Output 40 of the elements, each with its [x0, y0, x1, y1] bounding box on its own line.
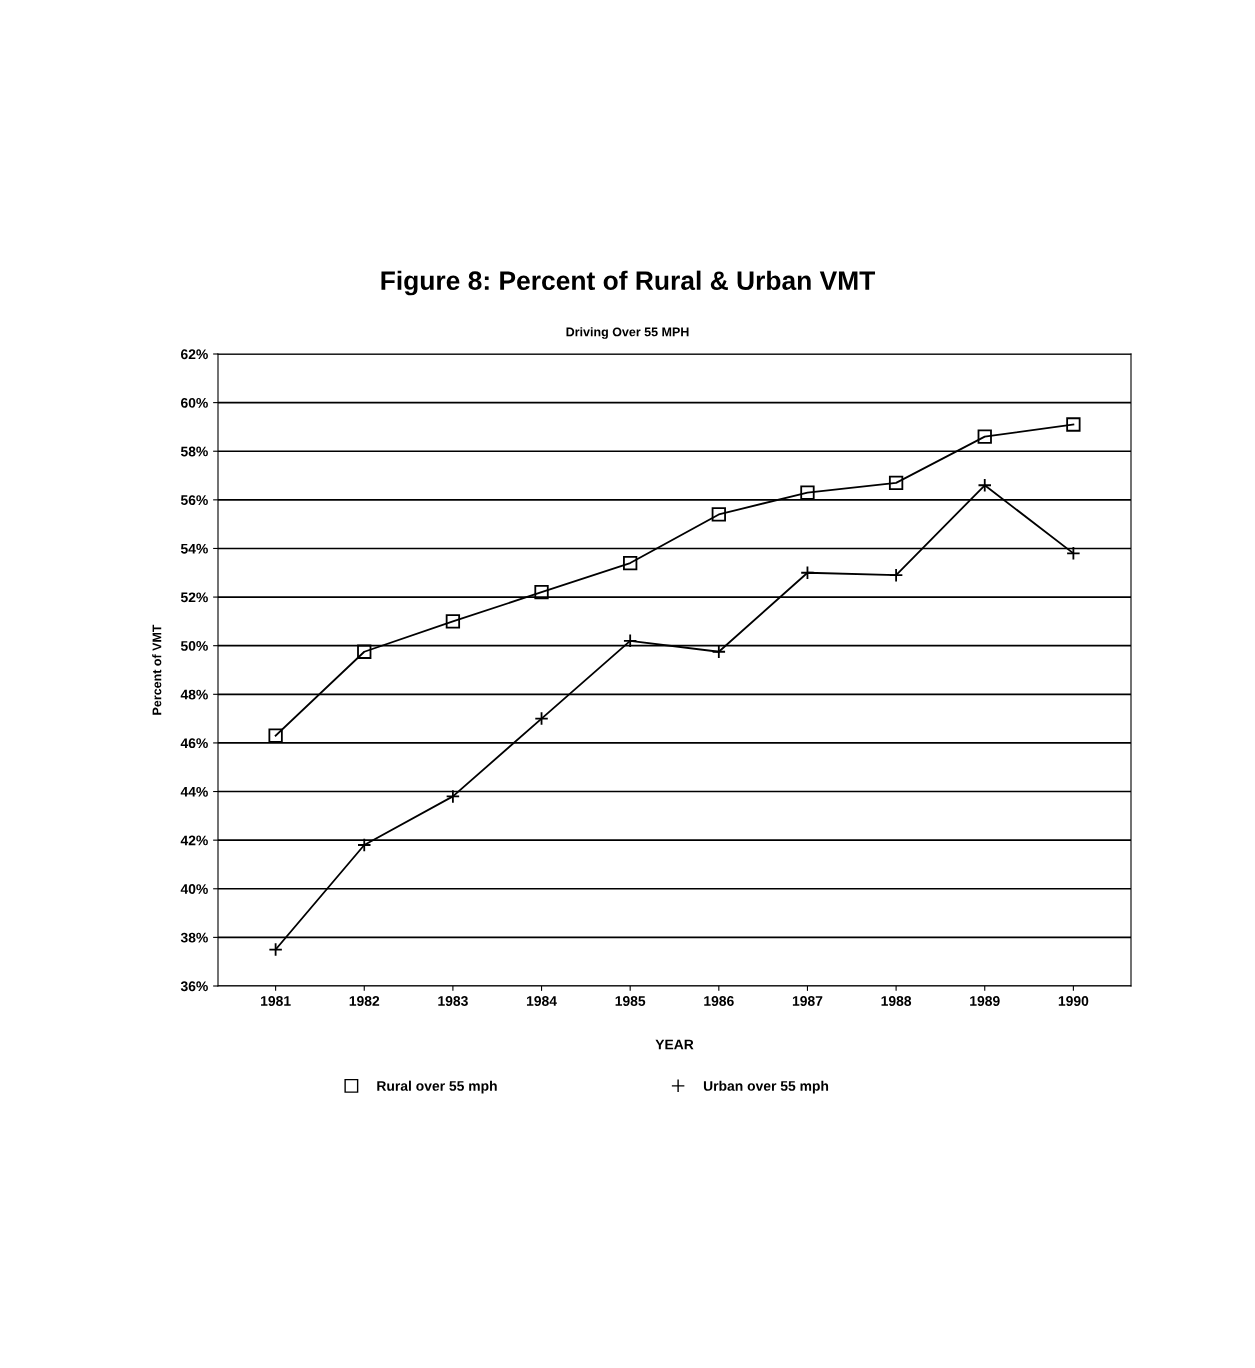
- y-tick-label: 44%: [180, 786, 208, 797]
- x-tick-label: 1982: [349, 996, 380, 1006]
- x-tick-label: 1988: [881, 996, 912, 1006]
- point: [977, 429, 992, 444]
- y-tick-label: 50%: [180, 641, 208, 651]
- point: [445, 614, 461, 629]
- y-axis-title: Percent of VMT: [152, 624, 162, 715]
- x-tick-label: 1985: [615, 996, 646, 1006]
- legend-label: Urban over 55 mph: [703, 1080, 829, 1094]
- point: [711, 507, 726, 522]
- y-tick-label: 62%: [180, 349, 208, 360]
- x-tick-label: 1983: [438, 996, 468, 1006]
- x-tick-label: 1989: [970, 996, 1000, 1006]
- point: [357, 644, 372, 659]
- y-tick-label: 42%: [180, 835, 208, 846]
- point: [1066, 417, 1081, 432]
- y-tick-label: 48%: [180, 689, 208, 700]
- y-tick-label: 56%: [180, 495, 208, 506]
- y-tick-label: 52%: [180, 592, 208, 603]
- x-axis-title: YEAR: [655, 1039, 694, 1050]
- x-tick-label: 1987: [792, 996, 823, 1006]
- chart-subtitle: Driving Over 55 MPH: [566, 327, 689, 339]
- point: [888, 475, 904, 490]
- legend-label: Rural over 55 mph: [377, 1080, 497, 1094]
- x-tick-label: 1984: [526, 996, 557, 1006]
- point: [534, 585, 549, 600]
- x-tick-label: 1990: [1058, 996, 1089, 1006]
- chart-title: Figure 8: Percent of Rural & Urban VMT: [381, 270, 876, 296]
- y-tick-label: 46%: [180, 738, 208, 749]
- point: [268, 728, 283, 743]
- y-tick-label: 40%: [180, 884, 208, 894]
- point: [800, 485, 815, 500]
- y-tick-label: 36%: [180, 981, 208, 992]
- y-tick-label: 54%: [180, 543, 208, 554]
- x-tick-label: 1981: [261, 996, 291, 1006]
- y-tick-label: 60%: [180, 397, 208, 408]
- y-tick-label: 38%: [180, 932, 208, 943]
- point: [623, 555, 638, 571]
- x-tick-label: 1986: [704, 996, 734, 1006]
- y-tick-label: 58%: [180, 446, 208, 457]
